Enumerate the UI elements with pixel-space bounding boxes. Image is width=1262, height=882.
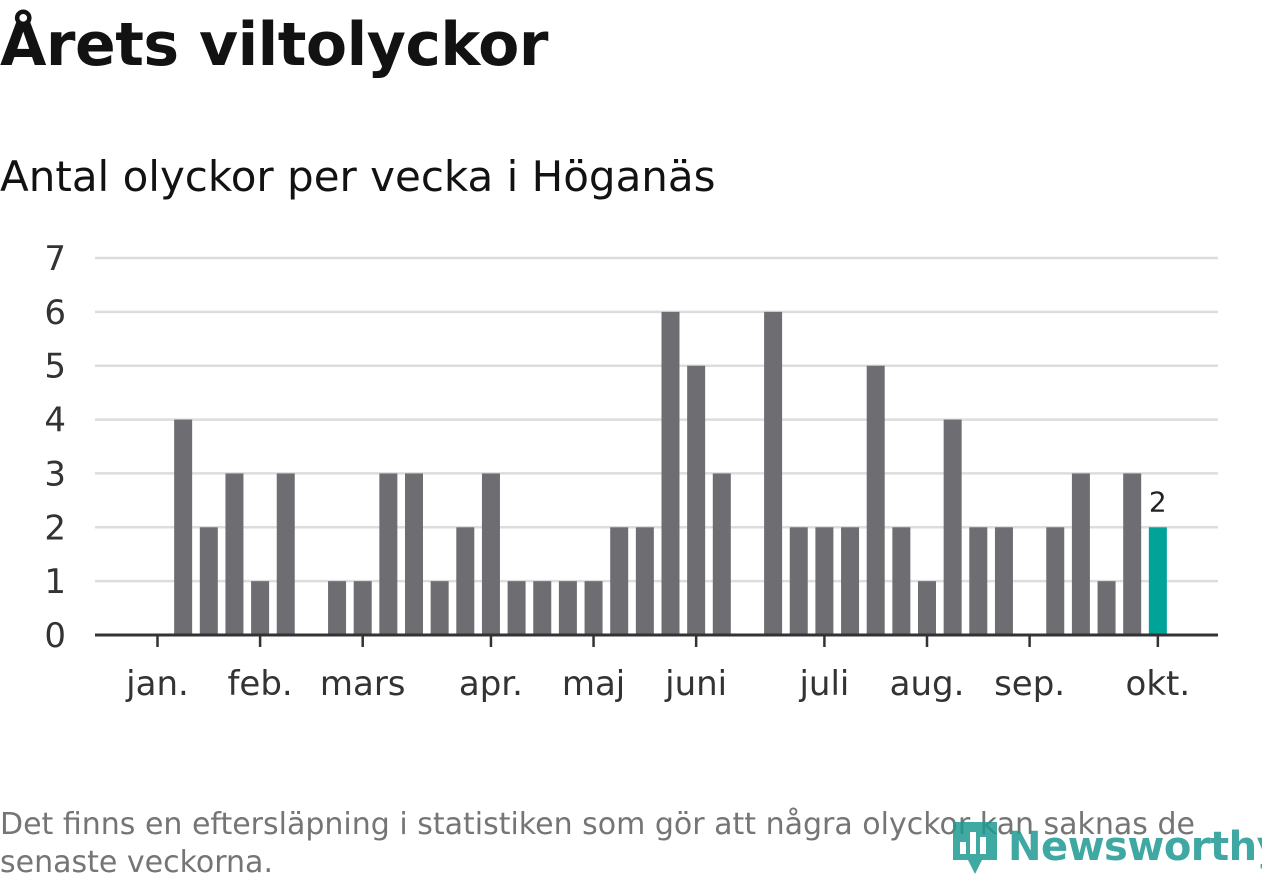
bar[interactable] — [328, 581, 347, 635]
brand-logo[interactable]: Newsworthy — [950, 816, 1262, 878]
bar[interactable] — [405, 473, 423, 635]
data-labels: 2 — [1149, 485, 1167, 518]
y-tick-label: 1 — [44, 562, 66, 602]
x-tick-label: maj — [562, 664, 625, 704]
x-tick-label: sep. — [994, 664, 1065, 704]
bar[interactable] — [687, 365, 706, 635]
bar[interactable] — [635, 527, 654, 635]
y-tick-label: 3 — [44, 454, 66, 494]
bar[interactable] — [661, 311, 680, 635]
bar[interactable] — [994, 527, 1013, 635]
y-tick-label: 0 — [44, 616, 66, 656]
y-axis-ticks: 0 1 2 3 4 5 6 7 — [44, 239, 66, 656]
x-tick-label: jan. — [125, 664, 189, 704]
x-tick-label: aug. — [890, 664, 965, 704]
x-tick-label: apr. — [459, 664, 523, 704]
x-tick-label: juni — [664, 664, 727, 704]
x-tick-label: okt. — [1126, 664, 1191, 704]
bar[interactable] — [533, 581, 552, 635]
newsworthy-logo-icon — [953, 822, 997, 874]
bar[interactable] — [353, 581, 372, 635]
bar[interactable] — [969, 527, 988, 635]
bar[interactable] — [866, 365, 885, 635]
bar[interactable] — [379, 473, 398, 635]
bar[interactable] — [841, 527, 860, 635]
bar[interactable] — [789, 527, 808, 635]
bar[interactable] — [225, 473, 244, 635]
x-axis-ticks: jan. feb. mars apr. maj juni juli aug. sep. okt. — [125, 635, 1190, 704]
bar[interactable] — [764, 311, 783, 635]
bar[interactable] — [430, 581, 449, 635]
bar[interactable] — [1046, 527, 1065, 635]
y-tick-label: 5 — [44, 347, 66, 387]
bar[interactable] — [892, 527, 911, 635]
data-label: 2 — [1149, 485, 1167, 518]
x-tick-label: feb. — [227, 664, 292, 704]
chart-subtitle: Antal olyckor per vecka i Höganäs — [0, 152, 716, 201]
chart-title: Årets viltolyckor — [0, 10, 549, 80]
bar[interactable] — [276, 473, 295, 635]
bar[interactable] — [507, 581, 526, 635]
y-tick-label: 2 — [44, 508, 66, 548]
y-tick-label: 4 — [44, 401, 66, 441]
x-tick-label: juli — [798, 664, 849, 704]
bar[interactable] — [481, 473, 500, 635]
brand-name: Newsworthy — [1008, 824, 1262, 870]
y-tick-label: 7 — [44, 239, 66, 279]
bar[interactable] — [251, 581, 270, 635]
bar-chart: 0 1 2 3 4 5 6 7 jan. feb. mars apr. maj juni juli aug.… — [44, 239, 1218, 704]
bar[interactable] — [943, 419, 962, 635]
bar[interactable] — [815, 527, 834, 635]
bar[interactable] — [1123, 473, 1142, 635]
bar[interactable] — [918, 581, 936, 635]
bar[interactable] — [558, 581, 577, 635]
bar[interactable] — [456, 527, 475, 635]
bar[interactable] — [199, 527, 218, 635]
x-tick-label: mars — [320, 664, 406, 704]
highlighted-bar[interactable] — [1148, 527, 1167, 635]
bar[interactable] — [610, 527, 629, 635]
bar[interactable] — [712, 473, 731, 635]
bar[interactable] — [174, 419, 193, 635]
bar[interactable] — [1071, 473, 1090, 635]
bar[interactable] — [1097, 581, 1116, 635]
y-tick-label: 6 — [44, 293, 66, 333]
bar[interactable] — [584, 581, 603, 635]
bars — [174, 311, 1167, 635]
